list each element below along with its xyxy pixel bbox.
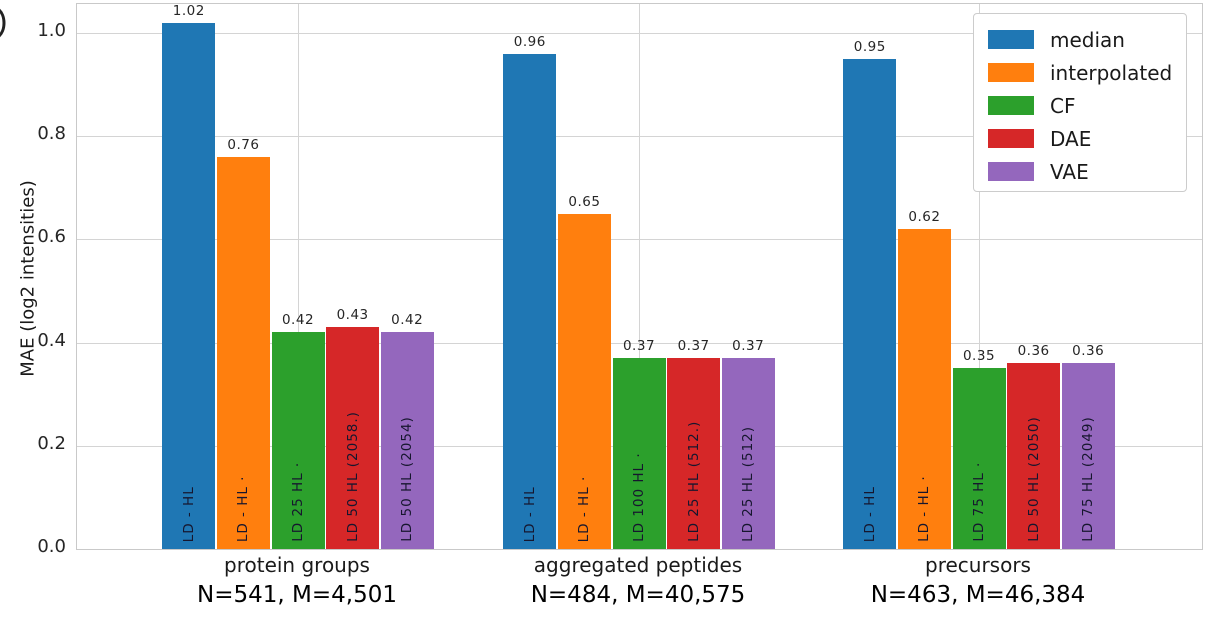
bar-inner-label: LD - HL · [576,475,593,542]
bar-DAE: LD 50 HL (2050) [1007,363,1061,549]
bar-value-label: 0.36 [1072,343,1105,360]
v-gridline [298,4,299,549]
x-category-counts: N=484, M=40,575 [530,582,746,608]
y-tick-label: 0.2 [37,432,66,454]
legend-entry: median [988,23,1186,56]
bar-CF: LD 75 HL · [952,368,1006,549]
bar-median: LD - HL [162,22,216,549]
panel-label-fragment [0,8,6,38]
bar-value-label: 0.62 [908,209,941,226]
legend-entry: CF [988,89,1186,122]
y-axis-label: MAE (log2 intensities) [17,180,39,377]
y-tick-label: 1.0 [37,20,66,41]
bar-inner-label: LD 100 HL · [631,452,647,542]
bar-value-label: 0.37 [677,338,710,355]
legend-label: median [1050,27,1125,52]
v-gridline [639,4,640,549]
bar-inner-label: LD 75 HL · [971,462,987,542]
bar-VAE: LD 75 HL (2049) [1061,363,1115,549]
bar-value-label: 0.37 [732,338,765,355]
x-category-label: protein groups [224,553,370,577]
legend-label: interpolated [1050,60,1173,85]
bar-value-label: 0.76 [227,136,260,153]
bar-value-label: 0.95 [853,38,886,55]
legend-color-patch [988,162,1034,181]
v-gridline [979,4,980,549]
legend-label: DAE [1050,126,1092,151]
y-tick-label: 0.4 [37,329,66,351]
legend-label: CF [1050,93,1076,118]
bar-inner-label: LD 50 HL (2054) [399,416,416,542]
bar-value-label: 0.65 [568,193,601,210]
bar-value-label: 0.43 [336,307,369,324]
y-tick-label: 0.8 [37,123,66,145]
bar-median: LD - HL [843,58,897,549]
bar-inner-label: LD - HL [521,485,538,542]
bar-inner-label: LD 50 HL (2058.) [344,411,361,542]
bar-inner-label: LD 25 HL · [290,462,306,542]
bar-inner-label: LD 25 HL (512.) [685,420,702,542]
legend-entry: DAE [988,122,1186,155]
legend-label: VAE [1050,159,1089,184]
y-tick-label: 0.6 [37,226,66,248]
bar-DAE: LD 25 HL (512.) [667,358,721,549]
bar-value-label: 1.02 [172,2,205,19]
bar-value-label: 0.36 [1017,343,1050,360]
y-tick-label: 0.0 [37,536,66,557]
legend-entry: interpolated [988,56,1186,89]
legend-color-patch [988,30,1034,49]
bar-inner-label: LD 25 HL (512) [740,426,757,542]
bar-VAE: LD 25 HL (512) [721,358,775,549]
bar-value-label: 0.42 [391,312,424,329]
legend-color-patch [988,129,1034,148]
legend: median interpolated CF DAE VAE [973,13,1187,192]
x-category-counts: N=541, M=4,501 [197,582,397,608]
bar-value-label: 0.37 [622,338,656,355]
bar-inner-label: LD 75 HL (2049) [1080,416,1097,542]
legend-entry: VAE [988,155,1186,188]
bar-value-label: 0.96 [513,33,546,50]
x-category-label: aggregated peptides [533,553,743,577]
bar-interpolated: LD - HL · [216,156,270,549]
bar-inner-label: LD - HL · [916,475,933,542]
x-category-counts: N=463, M=46,384 [870,582,1086,608]
bar-value-label: 0.35 [962,348,996,365]
bar-VAE: LD 50 HL (2054) [380,332,434,549]
bar-inner-label: LD - HL [180,485,197,542]
bar-interpolated: LD - HL · [897,229,951,549]
legend-color-patch [988,96,1034,115]
bar-CF: LD 25 HL · [271,332,325,549]
bar-inner-label: LD - HL · [235,475,252,542]
bar-median: LD - HL [503,53,557,549]
bar-DAE: LD 50 HL (2058.) [326,327,380,549]
bar-CF: LD 100 HL · [612,358,666,549]
bar-value-label: 0.42 [281,312,315,329]
legend-color-patch [988,63,1034,82]
bar-interpolated: LD - HL · [557,213,611,549]
bar-inner-label: LD - HL [861,485,878,542]
bar-inner-label: LD 50 HL (2050) [1025,416,1042,542]
x-category-label: precursors [925,553,1031,577]
